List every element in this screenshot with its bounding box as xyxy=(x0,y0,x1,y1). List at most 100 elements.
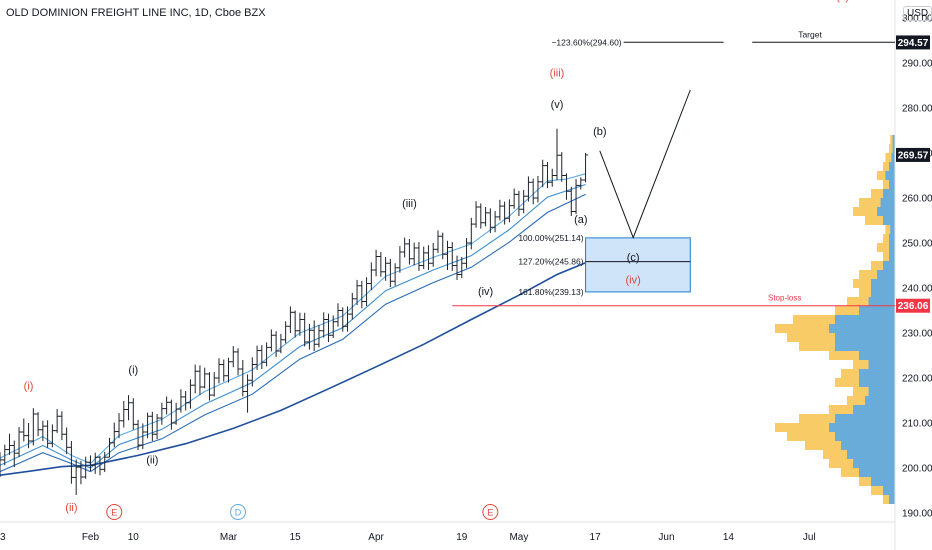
ohlc-bar xyxy=(416,242,422,271)
y-tick-label: 220.00 xyxy=(902,374,932,385)
currency-button[interactable]: USD xyxy=(903,6,932,21)
fib-level-label: 127.20%(245.86) xyxy=(518,257,583,267)
ohlc-bar xyxy=(45,420,51,448)
volume-profile-bar-value xyxy=(889,162,895,171)
volume-profile-bar-value xyxy=(853,405,895,414)
ohlc-bar xyxy=(83,456,89,479)
y-tick-label: 230.00 xyxy=(902,329,932,340)
ohlc-bar xyxy=(449,242,455,271)
ohlc-bar xyxy=(178,389,184,413)
ohlc-bar xyxy=(26,423,32,449)
ohlc-bar xyxy=(544,162,550,189)
ohlc-bar xyxy=(573,179,579,215)
ohlc-bar xyxy=(321,312,327,338)
y-tick-label: 250.00 xyxy=(902,239,932,250)
ohlc-bar xyxy=(254,345,260,370)
ohlc-bar xyxy=(183,391,189,411)
ohlc-bar xyxy=(559,152,565,182)
y-tick-label: 190.00 xyxy=(902,509,932,520)
volume-profile-bar-value xyxy=(868,360,895,369)
earnings-event-marker[interactable]: D xyxy=(230,504,247,520)
ohlc-bar xyxy=(145,412,151,439)
ohlc-bar xyxy=(502,201,508,225)
ohlc-bar xyxy=(335,303,341,327)
ohlc-bar xyxy=(164,396,170,415)
volume-profile-bar-value xyxy=(871,288,895,297)
price-tag-bg xyxy=(896,147,930,162)
ohlc-bar xyxy=(16,427,22,458)
x-tick-label: Apr xyxy=(368,532,384,543)
volume-profile-bar-value xyxy=(835,432,895,441)
ohlc-bar xyxy=(235,348,241,376)
ohlc-bar xyxy=(330,315,336,338)
volume-profile-bar-value xyxy=(892,144,895,153)
wave-label: (iii) xyxy=(550,68,565,80)
volume-profile-bar-value xyxy=(859,306,895,315)
event-label: D xyxy=(235,508,242,518)
ohlc-bar xyxy=(135,419,141,450)
volume-profile-bar-value xyxy=(883,189,895,198)
ohlc-bar xyxy=(292,310,298,338)
ohlc-bar xyxy=(73,459,79,495)
y-tick-label: 280.00 xyxy=(902,104,932,115)
ohlc-bar xyxy=(192,364,198,394)
ohlc-bar xyxy=(483,207,489,227)
ohlc-bar xyxy=(78,460,84,485)
ohlc-bar xyxy=(245,374,251,413)
ohlc-bar xyxy=(440,232,446,260)
volume-profile-bar-value xyxy=(880,198,895,207)
ohlc-bar xyxy=(578,177,584,190)
ohlc-bar xyxy=(240,360,246,397)
volume-profile-bar-value xyxy=(889,495,895,504)
price-tag: 294.57 xyxy=(896,35,930,50)
volume-profile-bar-value xyxy=(841,441,895,450)
ohlc-bar xyxy=(473,201,479,228)
ohlc-bar xyxy=(530,178,536,205)
ohlc-bar xyxy=(445,240,450,270)
ohlc-bar xyxy=(54,409,60,433)
ohlc-bar xyxy=(130,398,136,430)
ohlc-bar xyxy=(492,211,498,233)
ohlc-bar xyxy=(221,359,227,382)
ohlc-bar xyxy=(349,292,355,320)
volume-profile-bar-value xyxy=(885,171,895,180)
ohlc-bar xyxy=(11,440,17,468)
ohlc-bar xyxy=(168,399,174,430)
wave-label: (iv) xyxy=(478,286,493,298)
volume-profile-bar-value xyxy=(891,153,895,162)
volume-profile-bar-value xyxy=(835,315,895,324)
volume-profile-bar-value xyxy=(877,270,895,279)
wave-label: (iv) xyxy=(626,275,641,287)
ohlc-bar xyxy=(311,320,317,351)
ohlc-bar xyxy=(64,427,70,455)
earnings-event-marker[interactable]: E xyxy=(106,504,123,520)
price-tag: 236.06 xyxy=(896,298,930,313)
ohlc-bar xyxy=(35,412,41,437)
event-circle xyxy=(230,504,247,520)
volume-profile-bar xyxy=(877,243,895,252)
ohlc-bar xyxy=(226,357,232,383)
ohlc-bar xyxy=(268,329,274,352)
ohlc-bar xyxy=(506,199,512,223)
ohlc-bar xyxy=(468,217,474,250)
ohlc-bar xyxy=(511,188,517,209)
earnings-event-marker[interactable]: E xyxy=(482,504,499,520)
ohlc-bar xyxy=(259,345,265,369)
fib-target-box xyxy=(585,237,691,293)
volume-profile-bar xyxy=(889,144,895,153)
volume-profile-bar-value xyxy=(835,414,895,423)
ohlc-bar xyxy=(406,238,412,265)
ohlc-bar xyxy=(521,189,527,214)
x-tick-label: 17 xyxy=(590,532,602,543)
volume-profile-bar-value xyxy=(889,252,895,261)
price-tag-label: 269.57 xyxy=(898,150,929,161)
event-label: E xyxy=(487,508,493,518)
target-level-label: −123.60%(294.60) xyxy=(551,37,621,47)
y-tick-label: 240.00 xyxy=(902,284,932,295)
ohlc-bar xyxy=(383,256,389,281)
ohlc-bar xyxy=(264,342,270,367)
ohlc-bar xyxy=(364,277,370,306)
ohlc-bar xyxy=(154,414,160,440)
